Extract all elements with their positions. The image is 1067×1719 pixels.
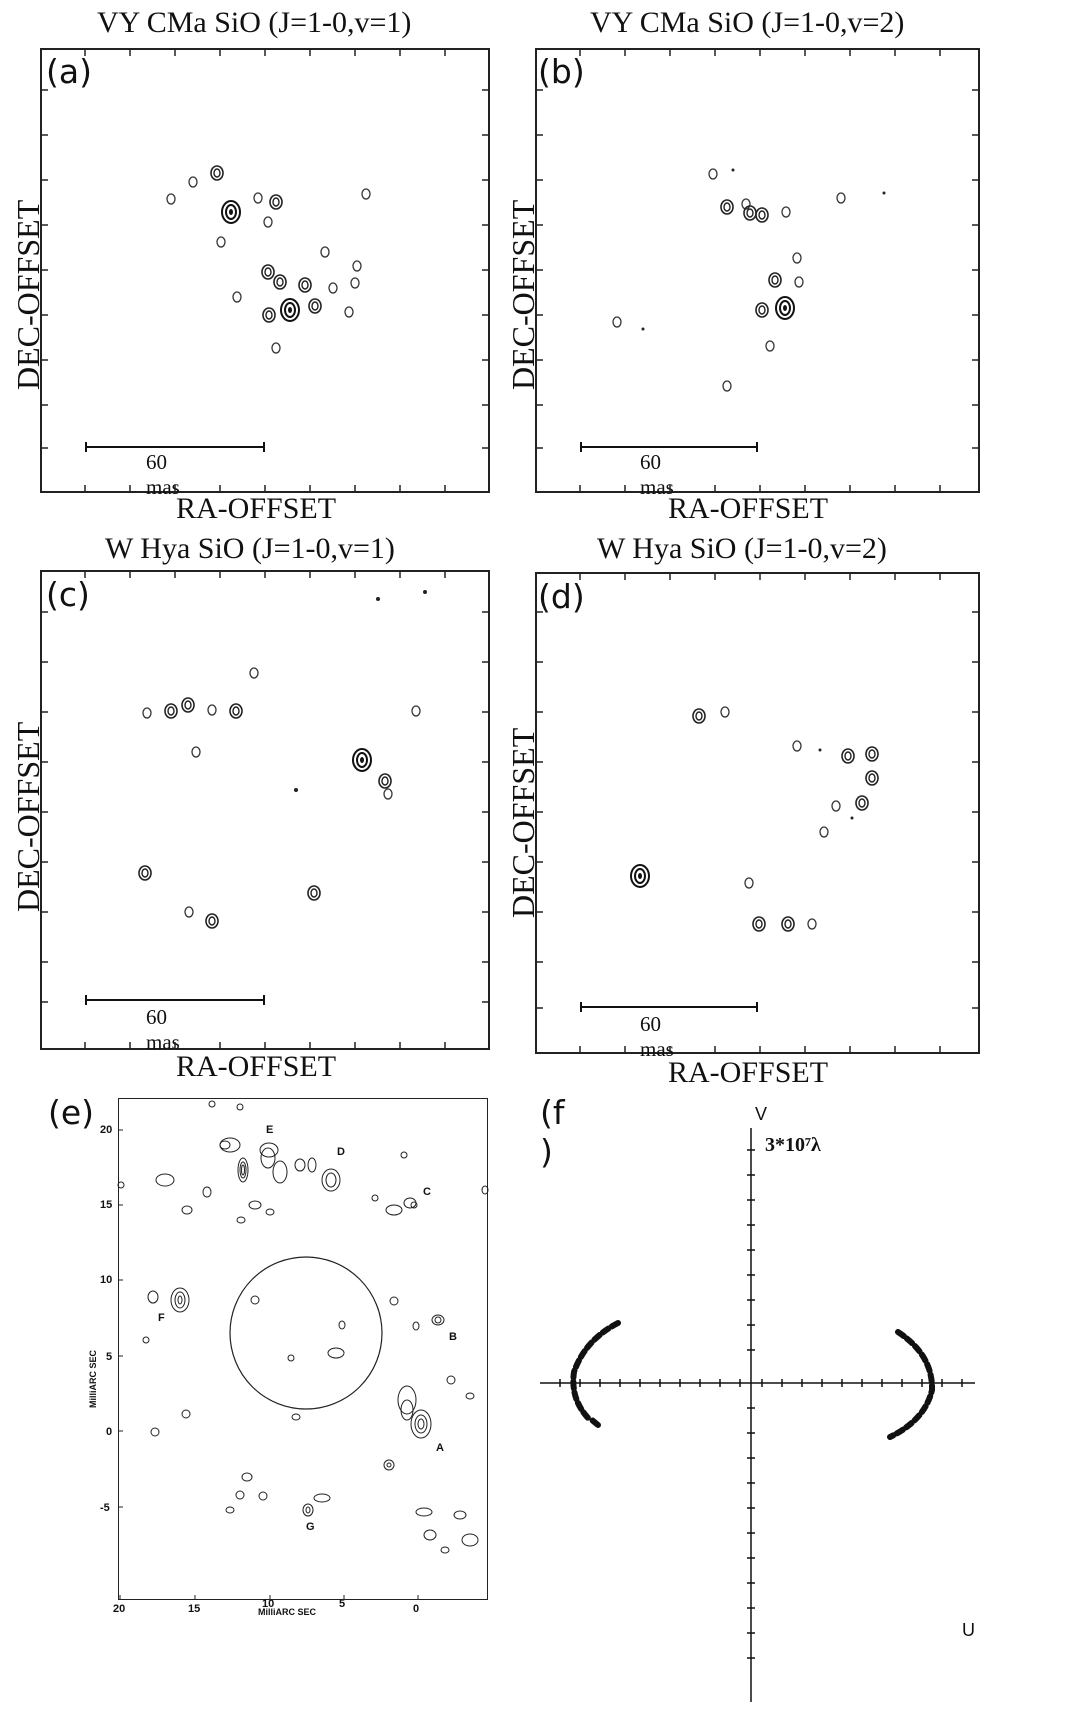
- panel-c-scalebar: [85, 995, 265, 1005]
- panel-d-xlabel: RA-OFFSET: [668, 1056, 829, 1089]
- panel-a-xlabel: RA-OFFSET: [176, 492, 337, 525]
- panel-d-frame: [535, 572, 980, 1054]
- panel-b-ticks: [535, 48, 980, 493]
- panel-e-label-C: C: [423, 1186, 431, 1198]
- panel-e-ytick-15: 15: [100, 1199, 113, 1211]
- panel-c-scale-label: 60 mas: [146, 1005, 180, 1054]
- panel-a-maser-spots: [166, 165, 371, 354]
- panel-e-stellar-disk: [229, 1256, 383, 1410]
- panel-c-title: W Hya SiO (J=1-0,v=1): [105, 532, 395, 565]
- panel-e-ytick-20: 20: [100, 1124, 113, 1136]
- panel-d-maser-spots: [630, 706, 879, 932]
- panel-a-title: VY CMa SiO (J=1-0,v=1): [97, 6, 412, 39]
- panel-b-title: VY CMa SiO (J=1-0,v=2): [590, 6, 905, 39]
- panel-e-xtick-15: 15: [188, 1603, 201, 1615]
- panel-e-xtick-10: 10: [262, 1598, 275, 1610]
- panel-c-maser-spots: [138, 590, 427, 929]
- panel-e-ytick-5: 5: [106, 1351, 113, 1363]
- panel-f-u-axis-label: U: [962, 1620, 975, 1640]
- panel-a-scalebar: [85, 442, 265, 452]
- panel-e-label-A: A: [436, 1442, 444, 1454]
- panel-d-scale-label: 60 mas: [640, 1012, 674, 1061]
- panel-c-ticks: [40, 570, 490, 1050]
- panel-e-xtick-5: 5: [339, 1598, 346, 1610]
- panel-e-xtick-0: 0: [413, 1603, 420, 1615]
- panel-e-ytick-0: 0: [106, 1426, 113, 1438]
- panel-e-tag: (e): [48, 1093, 95, 1132]
- panel-e-axis-ticks: [118, 1129, 419, 1600]
- panel-e-xlabel: MilliARC SEC: [258, 1607, 317, 1617]
- panel-b-tag: (b): [538, 52, 585, 91]
- panel-e-xtick-20: 20: [113, 1603, 126, 1615]
- panel-b-scalebar: [580, 442, 758, 452]
- panel-e-label-E: E: [266, 1124, 274, 1136]
- panel-f-tag: (f ): [540, 1093, 565, 1171]
- panel-e-label-D: D: [337, 1146, 345, 1158]
- panel-b-xlabel: RA-OFFSET: [668, 492, 829, 525]
- panel-e-maser-contours: [117, 1100, 489, 1554]
- panel-a-tag: (a): [46, 52, 92, 91]
- panel-f-scale-label: 3*10⁷λ: [765, 1134, 821, 1156]
- panel-b-maser-spots: [612, 168, 886, 392]
- panel-e-ytick-m5: -5: [100, 1502, 110, 1514]
- panel-d-title: W Hya SiO (J=1-0,v=2): [597, 532, 887, 565]
- panel-d-tag: (d): [538, 577, 585, 616]
- panel-e-label-G: G: [306, 1521, 315, 1533]
- panel-c-xlabel: RA-OFFSET: [176, 1050, 337, 1083]
- panel-b-scale-label: 60 mas: [640, 450, 674, 499]
- panel-e-ytick-10: 10: [100, 1274, 113, 1286]
- panel-f-v-axis-label: V: [755, 1104, 768, 1124]
- panel-e-label-F: F: [158, 1312, 165, 1324]
- panel-a-scale-label: 60 mas: [146, 450, 180, 499]
- panel-d-ticks: [535, 572, 980, 1054]
- panel-f-uv-tracks: [570, 1320, 936, 1440]
- panel-f-axes: [540, 1128, 975, 1702]
- panel-c-tag: (c): [46, 575, 90, 614]
- panel-d-scalebar: [580, 1002, 758, 1012]
- panel-a-ticks: [40, 48, 490, 493]
- panel-e-label-B: B: [449, 1331, 457, 1343]
